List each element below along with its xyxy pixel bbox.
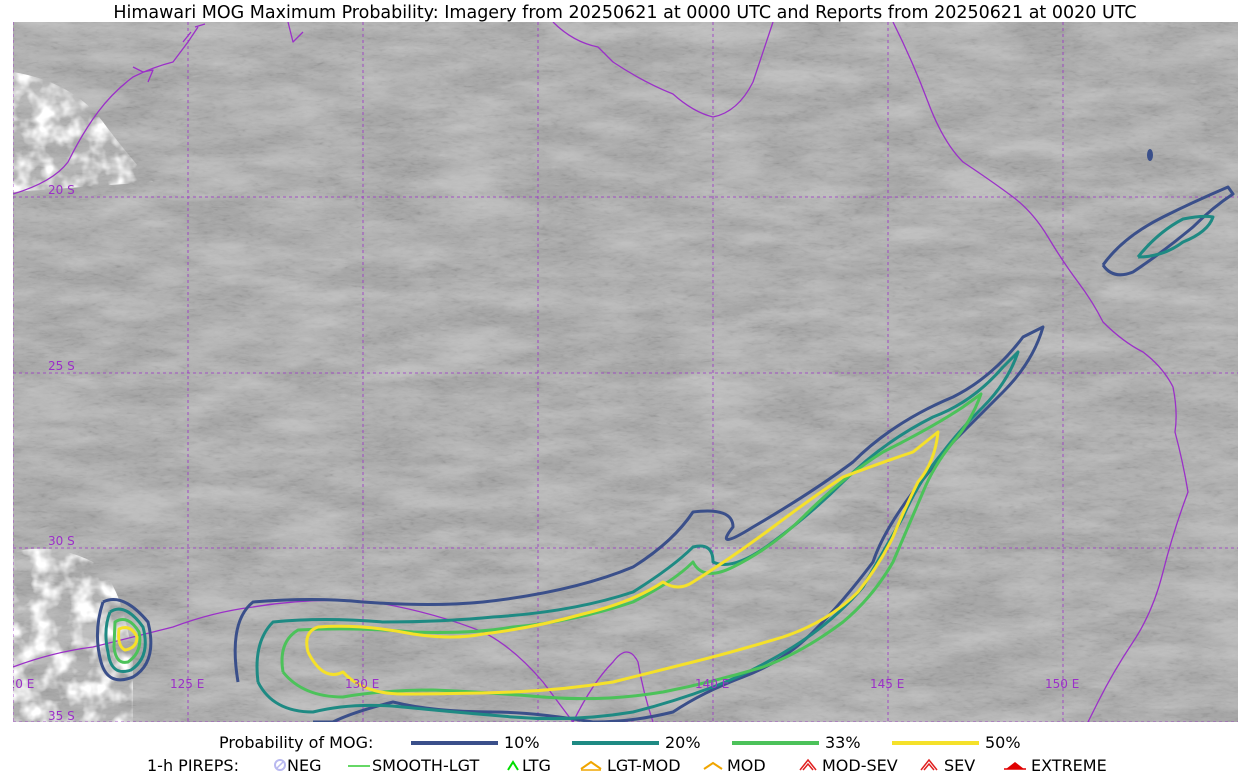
pirep-label-ltg: LTG bbox=[522, 756, 551, 775]
mod-hat-icon bbox=[703, 761, 723, 770]
neg-circle-icon bbox=[274, 759, 286, 771]
sev-hat-icon bbox=[920, 758, 938, 771]
lat-label-25s: 25 S bbox=[48, 359, 75, 373]
mod-sev-hat-icon bbox=[799, 758, 817, 771]
satellite-map: 20 S 25 S 30 S 35 S 120 E 125 E 130 E 14… bbox=[13, 22, 1238, 722]
contour-50-southwest bbox=[117, 626, 139, 652]
ltg-caret-icon bbox=[507, 760, 519, 771]
swatch-50 bbox=[892, 741, 979, 745]
pirep-legend-title: 1-h PIREPS: bbox=[147, 756, 239, 775]
chart-title: Himawari MOG Maximum Probability: Imager… bbox=[113, 3, 1137, 23]
pirep-label-extreme: EXTREME bbox=[1031, 756, 1107, 775]
extreme-hat-icon bbox=[1004, 762, 1026, 770]
swatch-10 bbox=[411, 741, 498, 745]
smooth-line-icon bbox=[348, 765, 370, 767]
pirep-label-mod: MOD bbox=[727, 756, 766, 775]
swatch-20 bbox=[572, 741, 659, 745]
contour-33-southwest bbox=[112, 618, 142, 664]
pirep-label-sev: SEV bbox=[944, 756, 976, 775]
lon-label-130e: 130 E bbox=[345, 677, 379, 691]
contour-20-northeast bbox=[1136, 214, 1215, 259]
lon-label-150e: 150 E bbox=[1045, 677, 1079, 691]
lgt-mod-hat-icon bbox=[580, 760, 602, 771]
lat-label-30s: 30 S bbox=[48, 534, 75, 548]
legend-label-33: 33% bbox=[825, 733, 861, 752]
contour-10-southwest bbox=[96, 598, 153, 682]
probability-legend: Probability of MOG: 10% 20% 33% 50% bbox=[0, 733, 1250, 753]
pirep-label-smooth-lgt: SMOOTH-LGT bbox=[372, 756, 480, 775]
pirep-label-neg: NEG bbox=[287, 756, 322, 775]
lon-label-120e: 120 E bbox=[13, 677, 34, 691]
australia-coastline bbox=[13, 22, 1189, 722]
legend-label-10: 10% bbox=[504, 733, 540, 752]
contour-20-southwest bbox=[104, 607, 147, 673]
lon-label-140e: 140 E bbox=[695, 677, 729, 691]
contour-20 bbox=[255, 350, 1020, 721]
legend-label-20: 20% bbox=[665, 733, 701, 752]
lon-label-145e: 145 E bbox=[870, 677, 904, 691]
probability-legend-title: Probability of MOG: bbox=[219, 733, 374, 752]
contour-10-northeast bbox=[1101, 185, 1235, 277]
pirep-legend: 1-h PIREPS: NEG SMOOTH-LGT LTG LGT-MOD M… bbox=[0, 756, 1250, 776]
swatch-33 bbox=[732, 741, 819, 745]
lon-label-125e: 125 E bbox=[170, 677, 204, 691]
graticule-grid bbox=[13, 22, 1238, 722]
mog-contours bbox=[96, 149, 1235, 722]
legend-label-50: 50% bbox=[985, 733, 1021, 752]
contour-10 bbox=[233, 325, 1045, 722]
contour-50 bbox=[305, 430, 940, 696]
lat-label-35s: 35 S bbox=[48, 709, 75, 722]
pirep-label-lgt-mod: LGT-MOD bbox=[607, 756, 681, 775]
lat-label-20s: 20 S bbox=[48, 183, 75, 197]
contour-33 bbox=[280, 392, 983, 701]
pirep-label-mod-sev: MOD-SEV bbox=[822, 756, 898, 775]
